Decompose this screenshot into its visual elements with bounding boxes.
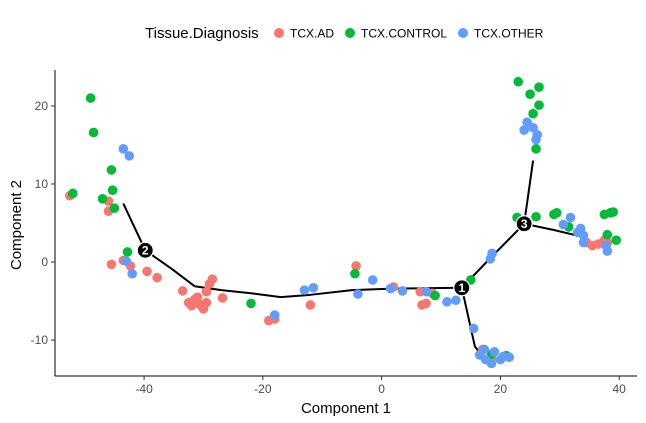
point-tcx-other xyxy=(397,286,408,296)
point-tcx-control xyxy=(106,165,117,175)
y-tick-label: 10 xyxy=(35,177,49,191)
legend-label-tcx-control: TCX.CONTROL xyxy=(361,27,447,41)
point-tcx-ad xyxy=(192,292,203,302)
point-tcx-ad xyxy=(421,298,431,309)
point-tcx-control xyxy=(97,194,108,204)
x-tick-label: 40 xyxy=(613,382,627,396)
point-tcx-control xyxy=(85,93,96,103)
point-tcx-control xyxy=(602,229,613,240)
point-tcx-other xyxy=(367,275,378,285)
point-tcx-control xyxy=(552,208,562,218)
legend-swatch-tcx-other xyxy=(458,28,468,38)
branch-point-marker xyxy=(453,279,471,297)
point-tcx-other xyxy=(308,282,319,293)
y-axis-title: Component 2 xyxy=(8,180,25,270)
point-tcx-control xyxy=(350,268,360,279)
y-tick-label: 20 xyxy=(35,99,49,113)
branch-point-label: 3 xyxy=(521,217,528,231)
point-tcx-ad xyxy=(142,266,152,277)
y-tick-label: 0 xyxy=(41,255,48,269)
data-points xyxy=(65,76,622,369)
point-tcx-control xyxy=(430,290,440,301)
trajectory-segment xyxy=(460,287,482,355)
x-tick-label: -40 xyxy=(135,382,153,396)
point-tcx-ad xyxy=(351,261,361,271)
point-tcx-other xyxy=(528,122,538,133)
point-tcx-other xyxy=(421,286,431,297)
point-tcx-other xyxy=(442,297,452,307)
point-tcx-other xyxy=(504,352,515,363)
point-tcx-other xyxy=(578,237,589,248)
point-tcx-ad xyxy=(201,297,212,308)
x-tick-label: 20 xyxy=(494,382,508,396)
point-tcx-other xyxy=(489,347,500,357)
branch-points: 1 2 3 xyxy=(136,215,533,297)
point-tcx-other xyxy=(486,358,497,369)
legend-title: Tissue.Diagnosis xyxy=(145,25,259,42)
point-tcx-other xyxy=(532,129,543,140)
branch-point-marker xyxy=(136,241,154,259)
point-tcx-other xyxy=(479,344,490,355)
point-tcx-other xyxy=(353,289,363,299)
trajectory-lines xyxy=(122,160,584,355)
point-tcx-other xyxy=(487,248,497,259)
point-tcx-other xyxy=(495,354,506,365)
x-axis-title: Component 1 xyxy=(301,400,391,417)
point-tcx-ad xyxy=(106,259,117,270)
point-tcx-other xyxy=(578,230,589,241)
point-tcx-control xyxy=(107,185,118,196)
branch-point-marker xyxy=(515,215,533,233)
point-tcx-other xyxy=(385,283,396,294)
point-tcx-control xyxy=(525,89,535,99)
point-tcx-control xyxy=(528,108,538,119)
point-tcx-other xyxy=(118,144,129,154)
point-tcx-ad xyxy=(201,286,212,297)
point-tcx-other xyxy=(299,285,310,295)
point-tcx-control xyxy=(531,211,541,222)
point-tcx-control xyxy=(246,298,256,309)
point-tcx-other xyxy=(124,151,135,161)
axes: -40 -20 0 20 40 -10 0 10 20 xyxy=(31,70,637,396)
point-tcx-other xyxy=(269,310,280,320)
point-tcx-control xyxy=(88,127,99,138)
point-tcx-other xyxy=(468,323,479,334)
x-tick-label: 0 xyxy=(378,382,385,396)
point-tcx-control xyxy=(534,82,544,92)
point-tcx-control xyxy=(122,247,133,257)
point-tcx-other xyxy=(565,212,576,223)
y-tick-label: -10 xyxy=(31,333,49,347)
trajectory-segment xyxy=(122,203,196,288)
point-tcx-other xyxy=(127,268,138,279)
point-tcx-other xyxy=(121,256,132,267)
legend-label-tcx-other: TCX.OTHER xyxy=(474,27,544,41)
point-tcx-control xyxy=(611,235,622,245)
point-tcx-other xyxy=(558,219,569,230)
legend-swatch-tcx-ad xyxy=(274,28,284,38)
point-tcx-control xyxy=(608,207,619,217)
point-tcx-ad xyxy=(305,300,316,310)
point-tcx-other xyxy=(601,240,611,251)
point-tcx-control xyxy=(531,144,541,154)
x-tick-label: -20 xyxy=(254,382,272,396)
trajectory-segment xyxy=(523,160,535,224)
legend: Tissue.Diagnosis TCX.AD TCX.CONTROL TCX.… xyxy=(145,25,544,42)
branch-point-label: 1 xyxy=(458,281,465,295)
point-tcx-control xyxy=(68,188,78,199)
legend-swatch-tcx-control xyxy=(345,28,355,38)
legend-label-tcx-ad: TCX.AD xyxy=(290,27,334,41)
point-tcx-other xyxy=(451,295,461,306)
point-tcx-ad xyxy=(207,274,218,285)
branch-point-label: 2 xyxy=(142,244,149,258)
point-tcx-other xyxy=(519,125,529,135)
point-tcx-ad xyxy=(152,272,162,283)
point-tcx-control xyxy=(109,203,120,213)
point-tcx-control xyxy=(513,76,524,87)
point-tcx-control xyxy=(534,100,544,110)
point-tcx-ad xyxy=(177,286,188,296)
point-tcx-ad xyxy=(217,293,228,303)
